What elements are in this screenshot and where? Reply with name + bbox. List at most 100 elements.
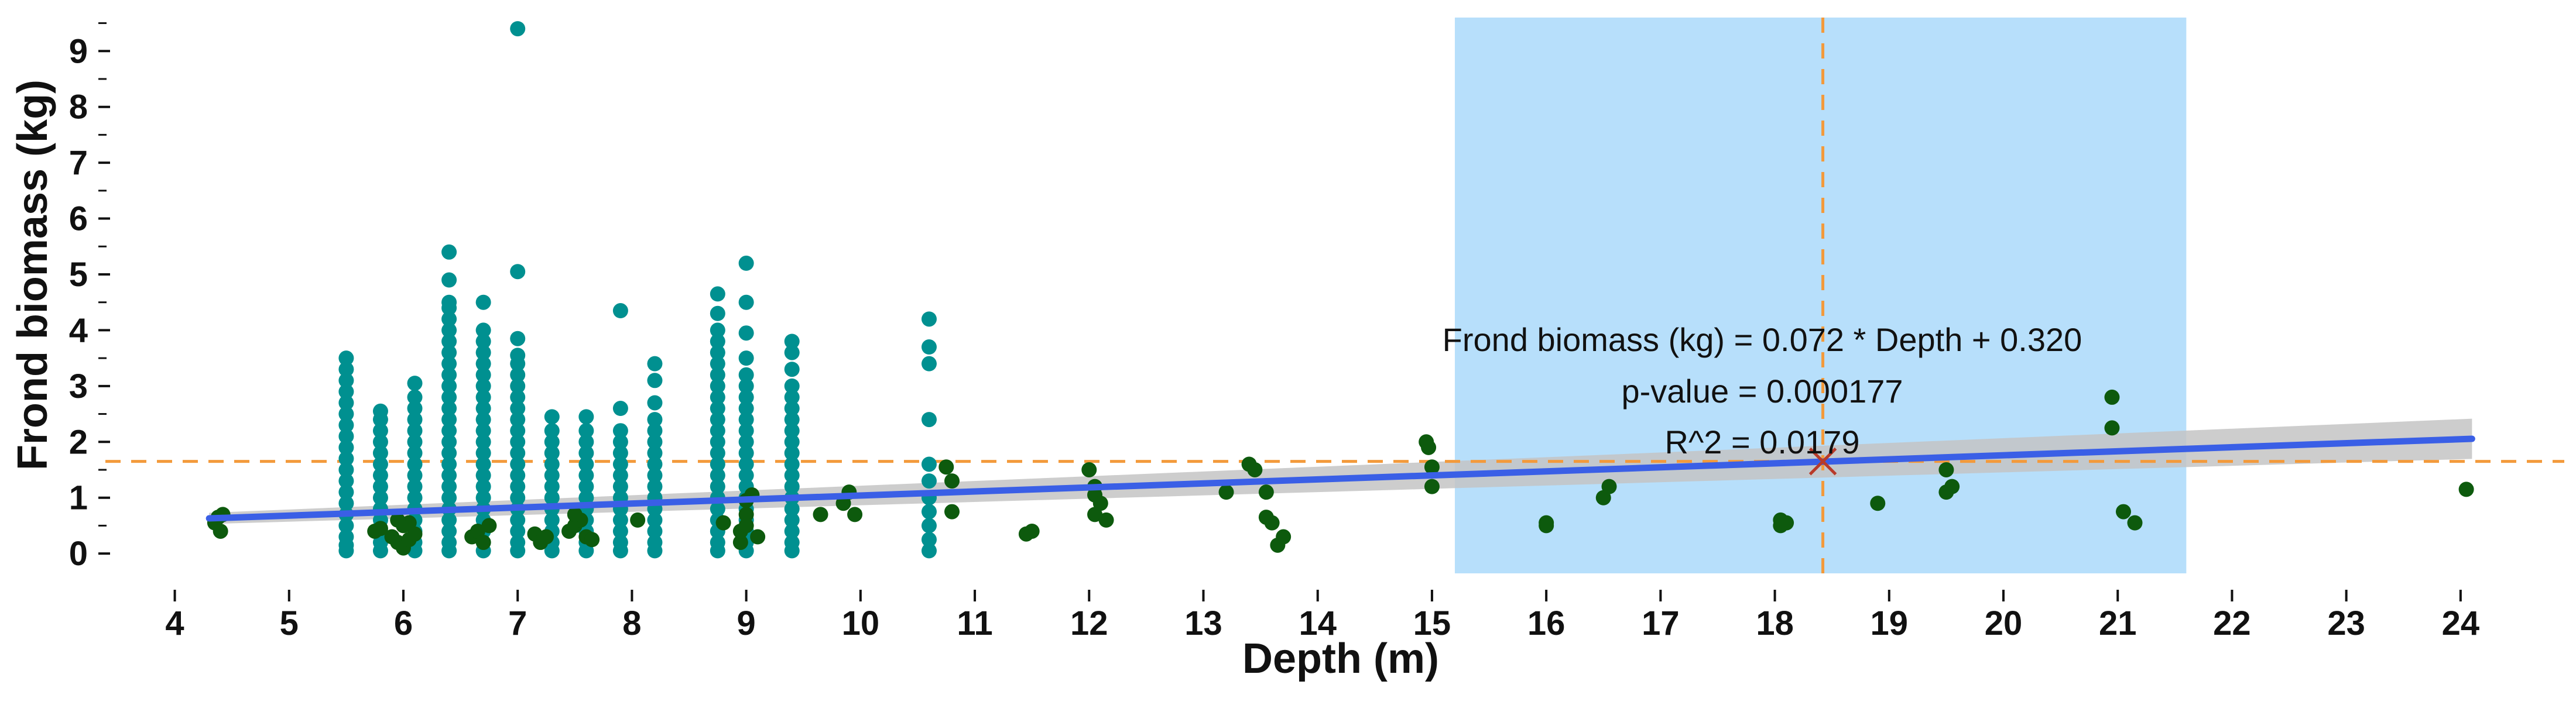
y-tick-label: 0	[69, 535, 88, 573]
data-point	[944, 473, 960, 489]
data-point	[738, 389, 754, 405]
data-point	[2104, 420, 2120, 436]
data-point	[372, 521, 388, 537]
data-point	[441, 434, 457, 450]
data-point	[738, 255, 754, 271]
x-tick-label: 5	[280, 604, 299, 642]
data-point	[1247, 462, 1263, 477]
data-point	[475, 479, 491, 494]
data-point	[401, 515, 417, 531]
data-point	[338, 384, 354, 400]
data-point	[1087, 507, 1103, 522]
data-point	[710, 434, 725, 450]
x-tick-label: 12	[1070, 604, 1108, 642]
data-point	[475, 345, 491, 360]
x-axis-title: Depth (m)	[1242, 635, 1439, 682]
data-point	[510, 512, 526, 528]
x-tick-label: 13	[1184, 604, 1222, 642]
data-point	[835, 496, 851, 511]
data-point	[407, 423, 423, 439]
data-point	[510, 412, 526, 428]
data-point	[738, 507, 754, 522]
data-point	[441, 244, 457, 260]
data-point	[710, 423, 725, 439]
data-point	[475, 456, 491, 472]
axes-layer: 4 5 6 7 8 9 10 11 12 13 14 15 16 17 18 19 20 21 22 23 240123…	[69, 22, 2480, 642]
data-point	[710, 333, 725, 349]
data-point	[475, 367, 491, 383]
data-point	[784, 362, 800, 377]
data-point	[738, 445, 754, 461]
data-point	[738, 350, 754, 366]
data-point	[738, 367, 754, 383]
data-point	[510, 434, 526, 450]
data-point	[784, 445, 800, 461]
data-point	[390, 512, 406, 528]
data-point	[921, 543, 937, 559]
data-point	[710, 389, 725, 405]
data-point	[584, 532, 600, 548]
data-point	[784, 456, 800, 472]
data-point	[738, 423, 754, 439]
data-point	[544, 467, 560, 483]
data-point	[710, 356, 725, 372]
data-point	[1938, 462, 1954, 477]
data-point	[647, 434, 663, 450]
data-point	[784, 535, 800, 551]
data-point	[710, 378, 725, 394]
data-point	[2104, 389, 2120, 405]
data-point	[647, 512, 663, 528]
data-point	[738, 434, 754, 450]
data-point	[647, 395, 663, 411]
data-point	[510, 21, 526, 37]
data-point	[1424, 459, 1440, 475]
data-point	[2115, 504, 2131, 520]
data-point	[1421, 439, 1437, 455]
data-point	[510, 348, 526, 363]
data-point	[407, 490, 423, 505]
data-point	[1424, 479, 1440, 494]
data-point	[1276, 529, 1292, 545]
data-point	[510, 490, 526, 505]
data-point	[1098, 512, 1114, 528]
data-point	[921, 356, 937, 372]
data-point	[338, 484, 354, 500]
data-point	[441, 322, 457, 338]
data-point	[710, 535, 725, 551]
data-point	[1258, 484, 1274, 500]
data-point	[612, 535, 628, 551]
y-tick-label: 1	[69, 479, 88, 517]
data-point	[750, 529, 766, 545]
data-point	[441, 378, 457, 394]
data-point	[2458, 482, 2474, 497]
data-point	[372, 479, 388, 494]
data-point	[407, 401, 423, 417]
data-point	[338, 350, 354, 366]
x-tick-label: 24	[2442, 604, 2480, 642]
data-point	[813, 507, 828, 522]
data-point	[441, 445, 457, 461]
data-point	[578, 456, 594, 472]
data-point	[441, 467, 457, 483]
data-point	[338, 417, 354, 433]
data-point	[510, 523, 526, 539]
x-tick-label: 6	[394, 604, 413, 642]
data-point	[1539, 515, 1554, 531]
data-point	[441, 345, 457, 360]
data-point	[710, 345, 725, 360]
data-point	[475, 401, 491, 417]
annotation-layer: Frond biomass (kg) = 0.072 * Depth + 0.3…	[1443, 321, 2082, 460]
data-point	[738, 518, 754, 534]
data-point	[441, 401, 457, 417]
x-tick-label: 16	[1527, 604, 1566, 642]
data-point	[338, 373, 354, 388]
data-point	[441, 479, 457, 494]
data-point	[441, 311, 457, 327]
data-point	[578, 434, 594, 450]
data-point	[1870, 496, 1886, 511]
data-point	[647, 467, 663, 483]
data-point	[578, 445, 594, 461]
data-point	[510, 378, 526, 394]
data-point	[1944, 479, 1960, 494]
reference-marker	[1808, 447, 1837, 476]
